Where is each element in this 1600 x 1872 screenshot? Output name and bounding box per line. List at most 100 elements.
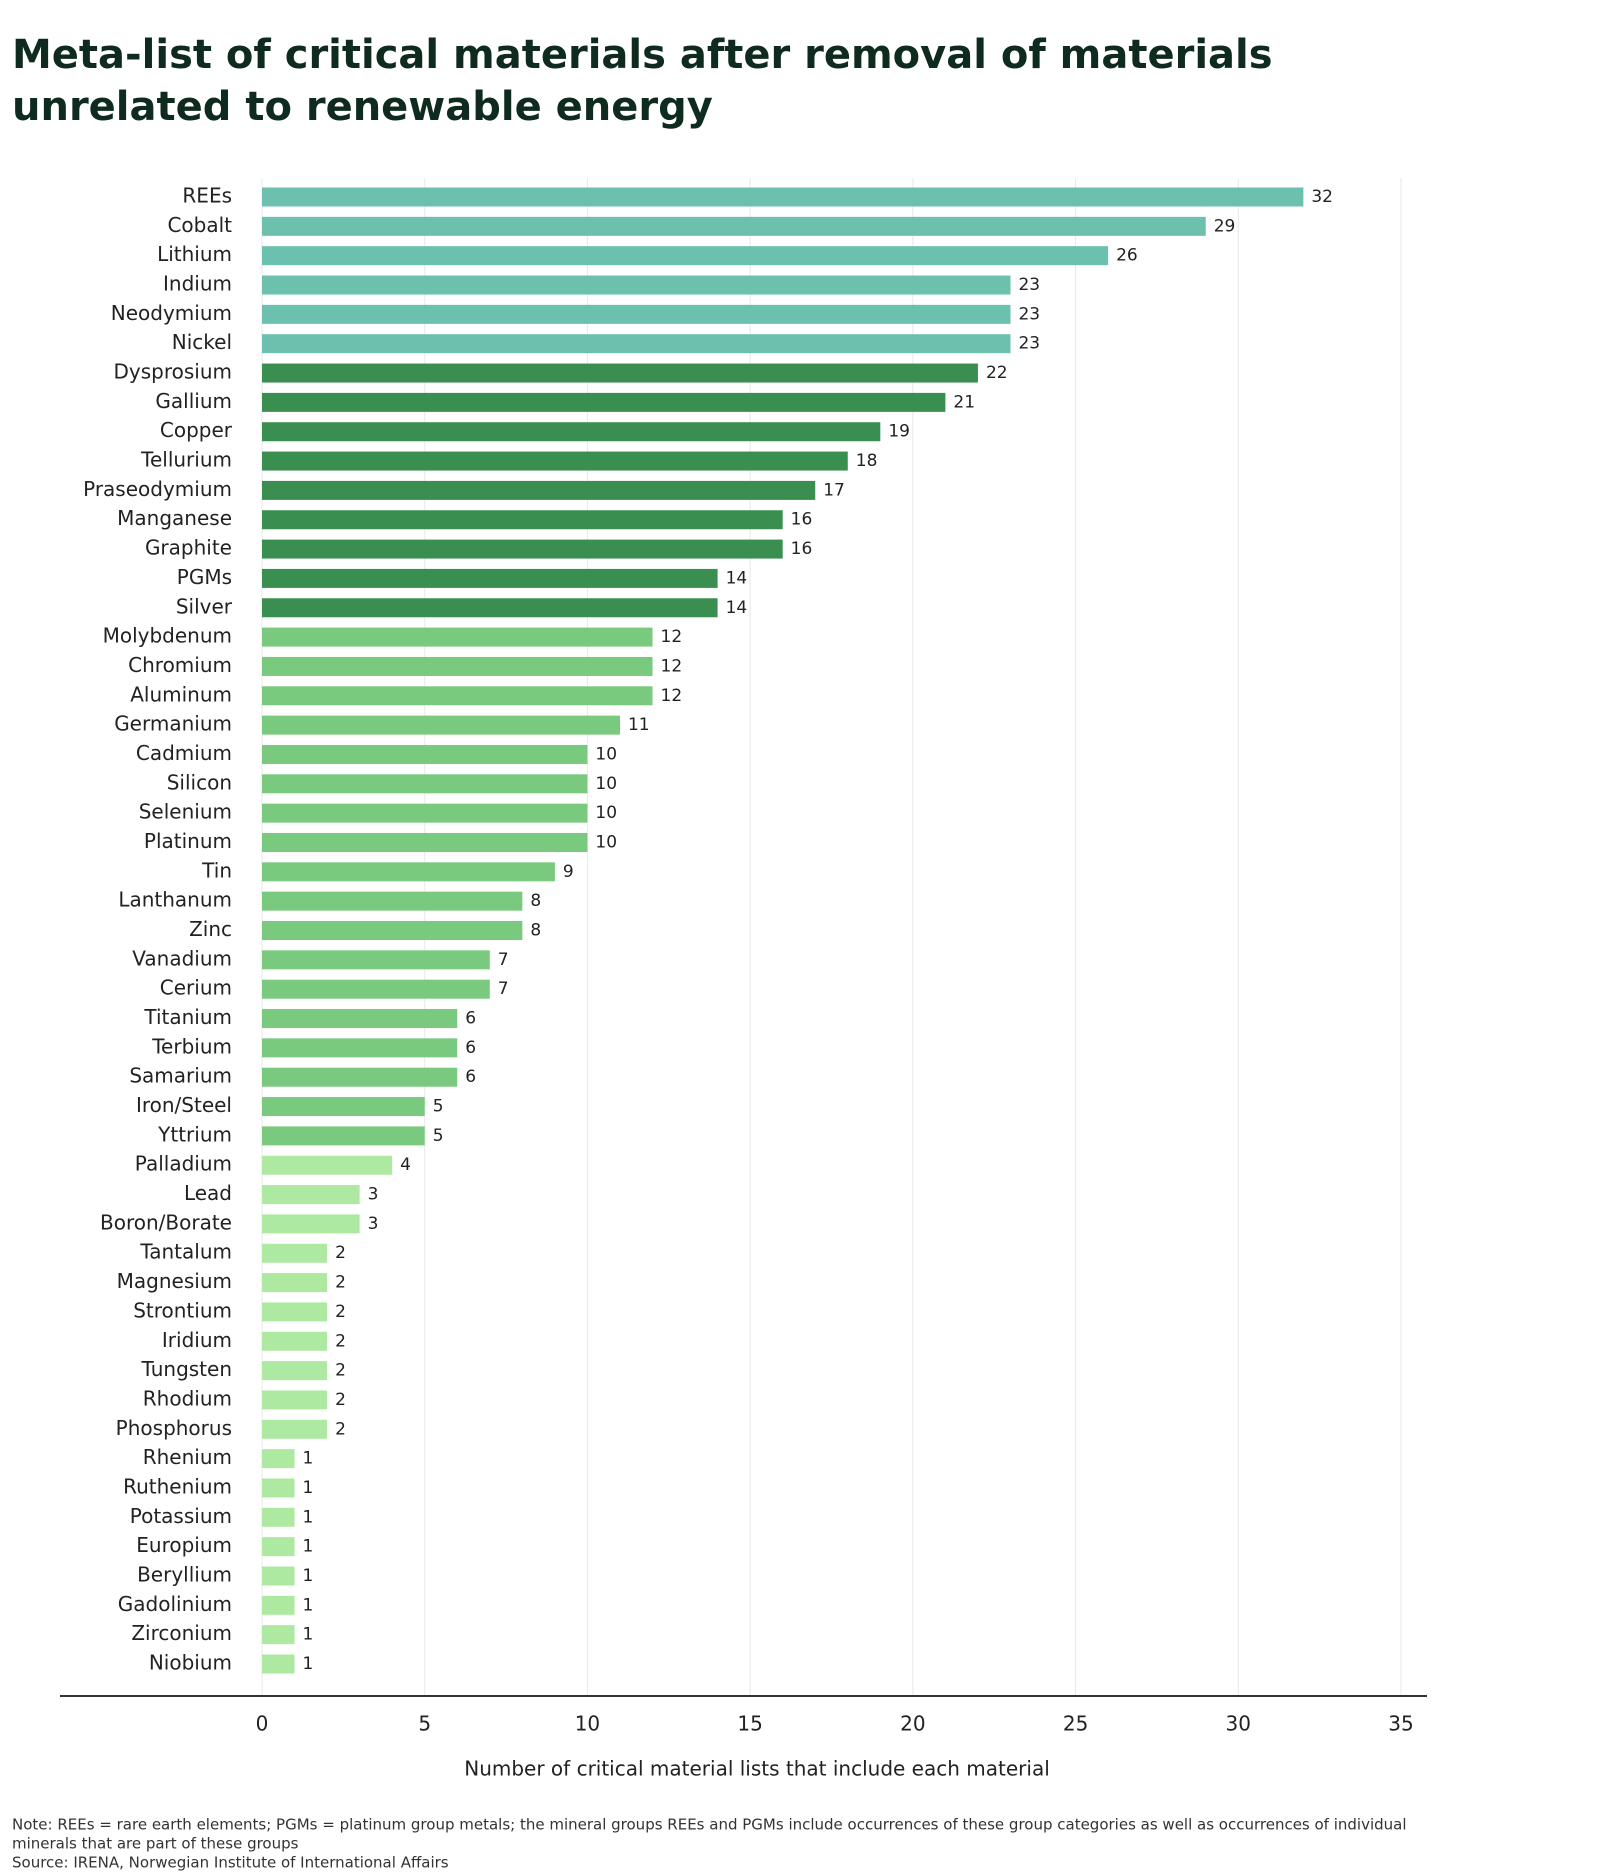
x-tick-label: 30 [1226,1712,1251,1736]
x-tick-label: 20 [900,1712,925,1736]
bar [262,1654,295,1674]
bar [262,510,783,530]
y-tick-label: Cobalt [167,213,232,237]
value-label: 2 [335,1243,346,1263]
bar [262,480,816,500]
value-label: 7 [498,979,509,999]
bar [262,568,718,588]
value-label: 5 [433,1126,444,1146]
y-tick-label: Zirconium [131,1621,232,1645]
value-label: 19 [888,422,910,442]
value-label: 1 [303,1507,314,1527]
value-label: 10 [595,803,617,823]
bar [262,187,1304,207]
value-label: 2 [335,1331,346,1351]
value-label: 18 [856,451,878,471]
bar [262,1185,360,1205]
bar [262,246,1109,266]
value-label: 14 [726,598,748,618]
bar [262,774,588,794]
bar [262,1097,425,1117]
y-tick-label: Chromium [128,653,232,677]
bar [262,979,490,999]
y-tick-label: REEs [182,184,232,208]
bar [262,715,620,735]
value-label: 7 [498,950,509,970]
y-tick-label: Europium [136,1533,232,1557]
value-label: 2 [335,1390,346,1410]
y-tick-label: Cerium [160,976,232,1000]
value-label: 1 [303,1478,314,1498]
x-tick-label: 10 [575,1712,600,1736]
bar [262,216,1206,236]
y-tick-label: Graphite [145,536,232,560]
value-label: 12 [661,686,683,706]
x-tick-label: 25 [1063,1712,1088,1736]
y-tick-label: Palladium [135,1152,232,1176]
value-label: 16 [791,510,813,530]
bar [262,1155,393,1175]
y-tick-label: Phosphorus [116,1416,232,1440]
y-tick-label: PGMs [177,565,232,589]
bar [262,363,978,383]
y-tick-label: Molybdenum [103,624,232,648]
bar [262,891,523,911]
y-tick-label: Tungsten [141,1357,232,1381]
value-label: 23 [1018,334,1040,354]
note: Note: REEs = rare earth elements; PGMs =… [12,1816,1407,1834]
value-label: 6 [465,1038,476,1058]
y-tick-label: Platinum [144,829,232,853]
value-label: 29 [1214,216,1236,236]
bar [262,686,653,706]
bar [262,950,490,970]
x-tick-label: 5 [418,1712,431,1736]
x-tick-label: 35 [1388,1712,1413,1736]
value-label: 1 [303,1537,314,1557]
bar [262,1126,425,1146]
bar [262,1214,360,1234]
y-tick-label: Potassium [130,1504,232,1528]
y-tick-label: Tantalum [139,1240,232,1264]
y-tick-label: Niobium [149,1651,232,1675]
value-label: 9 [563,862,574,882]
bar [262,1625,295,1645]
y-tick-label: Selenium [139,800,232,824]
value-label: 22 [986,363,1008,383]
value-label: 1 [303,1449,314,1469]
y-tick-label: Gallium [155,389,232,413]
bar [262,1537,295,1557]
bar [262,1331,328,1351]
value-label: 4 [400,1155,411,1175]
value-label: 6 [465,1009,476,1029]
y-tick-label: Neodymium [111,301,232,325]
value-label: 1 [303,1595,314,1615]
bar [262,539,783,559]
bar [262,598,718,618]
y-tick-label: Titanium [143,1005,232,1029]
bar [262,1507,295,1527]
y-tick-label: Rhodium [143,1386,232,1410]
x-axis-title: Number of critical material lists that i… [464,1757,1050,1781]
bar [262,862,555,882]
y-tick-label: Magnesium [117,1269,232,1293]
bar [262,451,848,471]
bar [262,1243,328,1263]
y-tick-label: Strontium [133,1298,232,1322]
value-label: 12 [661,627,683,647]
y-tick-label: Rhenium [143,1445,232,1469]
y-tick-label: Nickel [172,330,232,354]
note: minerals that are part of these groups [12,1835,299,1853]
bar [262,803,588,823]
value-label: 10 [595,774,617,794]
bar [262,1595,295,1615]
value-label: 2 [335,1302,346,1322]
bar [262,1067,458,1087]
chart-title: Meta-list of critical materials after re… [12,32,1273,78]
bar [262,1038,458,1058]
y-tick-label: Lanthanum [118,888,232,912]
value-label: 32 [1311,187,1333,207]
value-label: 16 [791,539,813,559]
value-label: 1 [303,1625,314,1645]
y-tick-label: Zinc [189,917,232,941]
